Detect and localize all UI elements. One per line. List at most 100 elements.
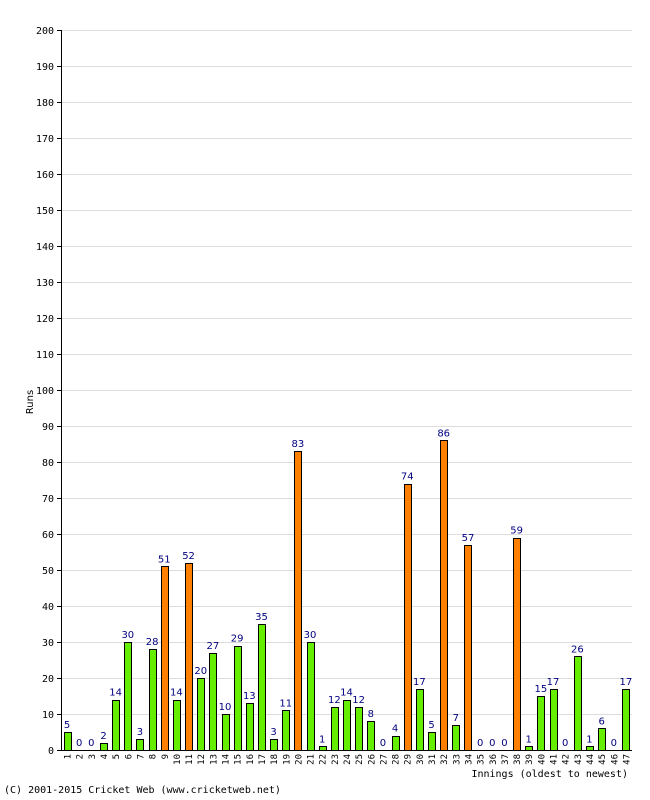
- y-tick-label: 70: [42, 494, 54, 505]
- data-label: 0: [562, 738, 568, 749]
- bar: [282, 710, 290, 751]
- x-tick-label: 3: [88, 754, 98, 759]
- data-label: 11: [279, 698, 292, 709]
- x-tick-label: 4: [100, 754, 110, 759]
- data-label: 14: [340, 688, 353, 699]
- data-label: 8: [368, 709, 374, 720]
- data-label: 12: [328, 695, 341, 706]
- data-label: 15: [535, 684, 548, 695]
- data-label: 0: [76, 738, 82, 749]
- y-tick-label: 110: [36, 350, 54, 361]
- bar: [161, 566, 169, 751]
- x-tick-label: 19: [282, 754, 292, 765]
- x-tick-label: 28: [392, 754, 402, 765]
- bar: [112, 700, 120, 751]
- bar: [355, 707, 363, 751]
- x-tick-label: 6: [124, 754, 134, 759]
- data-label: 2: [100, 731, 106, 742]
- x-tick-label: 36: [489, 754, 499, 765]
- bar: [428, 732, 436, 751]
- bar: [550, 689, 558, 751]
- data-label: 10: [219, 702, 232, 713]
- data-label: 0: [380, 738, 386, 749]
- y-tick-label: 190: [36, 62, 54, 73]
- x-tick-label: 10: [173, 754, 183, 765]
- y-tick-label: 170: [36, 134, 54, 145]
- bar: [525, 746, 533, 751]
- bar: [598, 728, 606, 751]
- x-tick-label: 22: [319, 754, 329, 765]
- x-tick-label: 8: [149, 754, 159, 759]
- data-label: 13: [243, 691, 256, 702]
- x-tick-label: 44: [586, 754, 596, 765]
- data-label: 14: [109, 688, 122, 699]
- bar: [331, 707, 339, 751]
- y-tick-label: 10: [42, 710, 54, 721]
- bar: [234, 646, 242, 751]
- data-label: 74: [401, 472, 414, 483]
- x-tick-label: 31: [428, 754, 438, 765]
- data-label: 57: [462, 533, 475, 544]
- x-axis-ticks: 1 2 3 4 5 6 7 8 9 10 11 12 13 14 15 16 17 18 19 20 21 22 23 24 2…: [64, 754, 633, 765]
- x-tick-label: 34: [464, 754, 474, 765]
- y-tick-label: 50: [42, 566, 54, 577]
- y-tick-label: 80: [42, 458, 54, 469]
- x-tick-label: 43: [574, 754, 584, 765]
- y-tick-label: 100: [36, 386, 54, 397]
- data-label: 5: [428, 720, 434, 731]
- x-tick-label: 32: [440, 754, 450, 765]
- bar: [258, 624, 266, 751]
- bar: [136, 739, 144, 751]
- bar: [64, 732, 72, 751]
- bars: 50 02143032851145220271029133531183301121…: [64, 428, 633, 751]
- x-tick-label: 45: [598, 754, 608, 765]
- bar: [416, 689, 424, 751]
- bar: [440, 440, 448, 751]
- y-tick-label: 30: [42, 638, 54, 649]
- x-tick-label: 27: [379, 754, 389, 765]
- copyright-footer: (C) 2001-2015 Cricket Web (www.cricketwe…: [4, 785, 281, 796]
- bar: [622, 689, 630, 751]
- data-label: 35: [255, 612, 268, 623]
- data-label: 7: [453, 713, 459, 724]
- y-tick-label: 180: [36, 98, 54, 109]
- x-tick-label: 21: [307, 754, 317, 765]
- x-tick-label: 30: [416, 754, 426, 765]
- y-tick-label: 120: [36, 314, 54, 325]
- data-label: 1: [586, 734, 592, 745]
- bar: [222, 714, 230, 751]
- bar: [307, 642, 315, 751]
- data-label: 12: [352, 695, 365, 706]
- x-tick-label: 7: [136, 754, 146, 759]
- data-label: 0: [501, 738, 507, 749]
- y-tick-label: 150: [36, 206, 54, 217]
- y-tick-label: 40: [42, 602, 54, 613]
- bar: [173, 700, 181, 751]
- y-tick-label: 200: [36, 26, 54, 37]
- bar: [124, 642, 132, 751]
- data-label: 0: [477, 738, 483, 749]
- x-tick-label: 23: [331, 754, 341, 765]
- data-label: 6: [598, 716, 604, 727]
- data-label: 59: [510, 526, 523, 537]
- bar: [270, 739, 278, 751]
- y-axis-ticks: 0 10 20 30 40 50 60 70 80 90 100 110 120 130 140 150 160…: [36, 26, 61, 757]
- x-tick-label: 15: [234, 754, 244, 765]
- data-label: 27: [206, 641, 219, 652]
- x-tick-label: 40: [537, 754, 547, 765]
- x-tick-label: 33: [452, 754, 462, 765]
- x-tick-label: 46: [610, 754, 620, 765]
- bar: [464, 545, 472, 751]
- bar: [513, 538, 521, 751]
- data-label: 1: [319, 734, 325, 745]
- x-tick-label: 5: [112, 754, 122, 759]
- x-tick-label: 26: [367, 754, 377, 765]
- data-label: 0: [489, 738, 495, 749]
- data-label: 51: [158, 554, 171, 565]
- x-tick-label: 11: [185, 754, 195, 765]
- data-label: 3: [270, 727, 276, 738]
- bar: [209, 653, 217, 751]
- bar: [197, 678, 205, 751]
- x-tick-label: 47: [622, 754, 632, 765]
- data-label: 17: [620, 677, 633, 688]
